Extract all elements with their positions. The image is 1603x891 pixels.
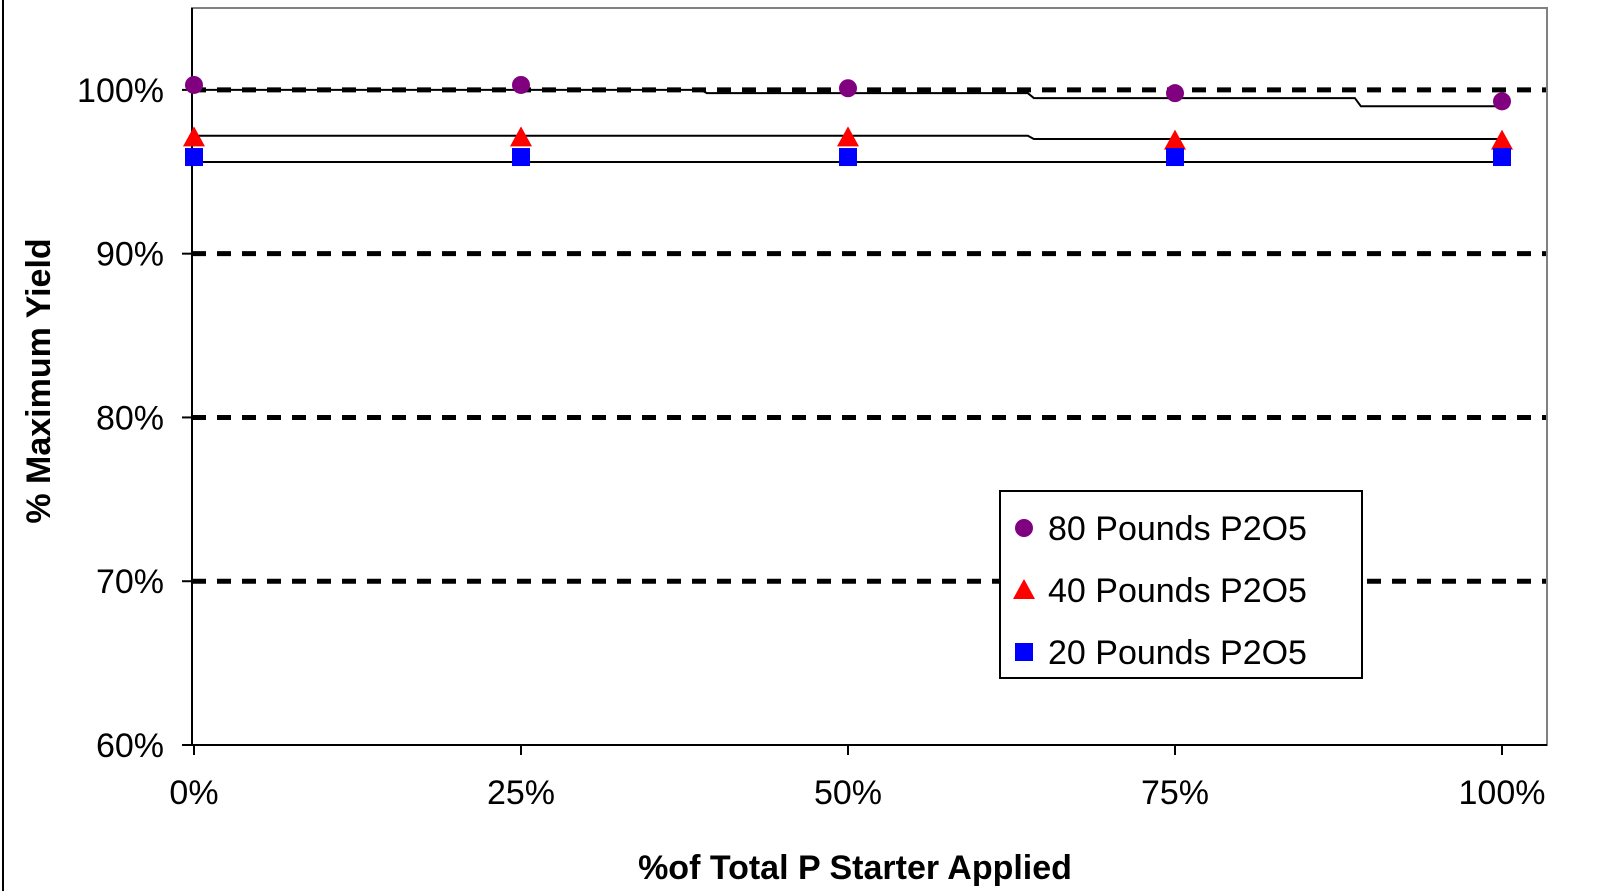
y-tick-label: 80% xyxy=(96,399,164,437)
data-point-triangle-3 xyxy=(1164,129,1186,150)
data-point-square-4 xyxy=(1493,148,1511,167)
data-point-circle-1 xyxy=(512,75,530,94)
x-axis-title: %of Total P Starter Applied xyxy=(638,849,1072,887)
x-tick-label: 100% xyxy=(1459,774,1546,812)
data-point-circle-2 xyxy=(839,79,857,98)
data-point-triangle-1 xyxy=(510,126,532,147)
legend-label: 40 Pounds P2O5 xyxy=(1048,572,1307,610)
data-point-circle-3 xyxy=(1166,84,1184,103)
legend-marker-triangle xyxy=(1013,579,1035,599)
x-tick-label: 25% xyxy=(487,774,555,812)
x-tick-label: 50% xyxy=(814,774,882,812)
data-point-square-1 xyxy=(512,148,530,167)
data-point-circle-0 xyxy=(185,75,203,94)
data-point-triangle-4 xyxy=(1491,129,1513,150)
legend-box xyxy=(999,490,1363,679)
data-point-square-0 xyxy=(185,148,203,167)
y-tick-label: 90% xyxy=(96,236,164,274)
data-point-square-2 xyxy=(839,148,857,167)
y-axis-title: % Maximum Yield xyxy=(20,238,58,523)
x-tick-label: 0% xyxy=(169,774,218,812)
legend-marker-square xyxy=(1015,643,1033,661)
legend-label: 20 Pounds P2O5 xyxy=(1048,634,1307,672)
axes: 60% 70% 80% 90% 100% 0% 25% 50% 75% 100% xyxy=(77,8,1547,812)
legend: 80 Pounds P2O5 40 Pounds P2O5 20 Pounds P2… xyxy=(999,490,1363,679)
data-point-circle-4 xyxy=(1493,92,1511,111)
legend-label: 80 Pounds P2O5 xyxy=(1048,510,1307,548)
y-tick-label: 60% xyxy=(96,727,164,765)
data-point-triangle-2 xyxy=(837,126,859,147)
data-point-triangle-0 xyxy=(183,126,205,147)
x-tick-label: 75% xyxy=(1141,774,1209,812)
data-points xyxy=(183,75,1513,167)
legend-marker-circle xyxy=(1015,519,1033,537)
y-tick-label: 100% xyxy=(77,72,164,110)
y-tick-label: 70% xyxy=(96,563,164,601)
data-point-square-3 xyxy=(1166,148,1184,167)
